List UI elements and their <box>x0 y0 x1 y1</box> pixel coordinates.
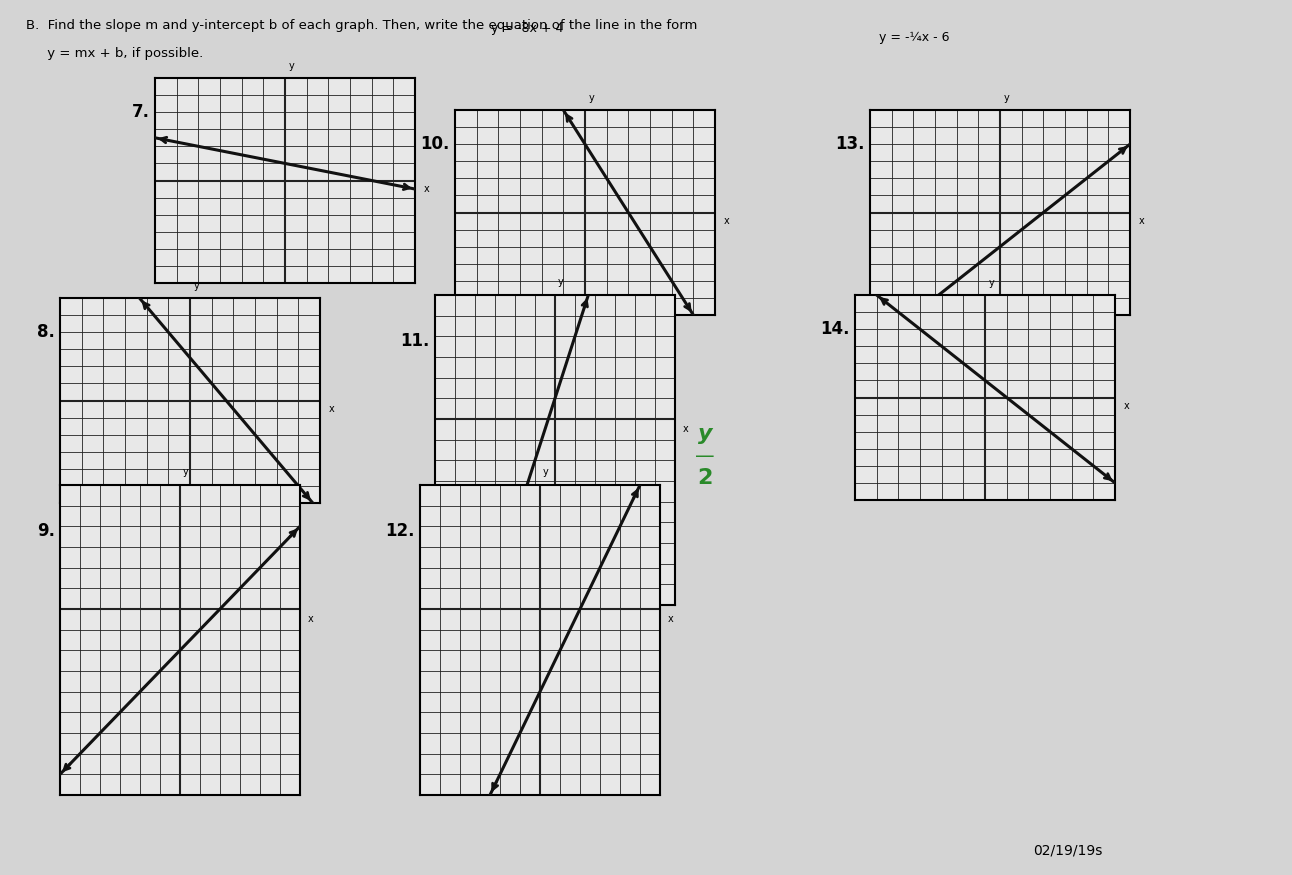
Text: y: y <box>558 276 563 287</box>
Text: y: y <box>1004 93 1009 103</box>
Text: x: x <box>683 424 689 434</box>
Text: 8.: 8. <box>37 323 56 340</box>
Text: y: y <box>988 278 994 288</box>
Text: y = -¼x - 6: y = -¼x - 6 <box>879 31 950 44</box>
Text: 13.: 13. <box>836 135 866 152</box>
Text: 14.: 14. <box>820 319 850 338</box>
Text: y: y <box>543 466 549 477</box>
Text: x: x <box>668 614 673 625</box>
Text: y: y <box>698 424 712 444</box>
Text: y = mx + b, if possible.: y = mx + b, if possible. <box>26 47 203 60</box>
Text: 9.: 9. <box>37 522 56 540</box>
Text: y = -8x + 4: y = -8x + 4 <box>491 22 563 35</box>
Text: x: x <box>1124 401 1129 411</box>
Text: x: x <box>328 404 335 414</box>
Text: x: x <box>1138 216 1145 226</box>
Text: x: x <box>724 216 730 226</box>
Text: y: y <box>288 61 295 71</box>
Text: x: x <box>424 184 429 194</box>
Text: y: y <box>588 93 594 103</box>
Text: 12.: 12. <box>385 522 415 540</box>
Text: 7.: 7. <box>132 102 150 121</box>
Text: 10.: 10. <box>421 135 450 152</box>
Text: —: — <box>695 447 714 466</box>
Text: B.  Find the slope m and y-intercept b of each graph. Then, write the equation o: B. Find the slope m and y-intercept b of… <box>26 19 698 32</box>
Text: y: y <box>194 281 199 291</box>
Text: 11.: 11. <box>401 332 430 350</box>
Text: x: x <box>307 614 314 625</box>
Text: y: y <box>183 466 189 477</box>
Text: 02/19/19s: 02/19/19s <box>1034 844 1103 858</box>
Text: 2: 2 <box>698 468 713 488</box>
